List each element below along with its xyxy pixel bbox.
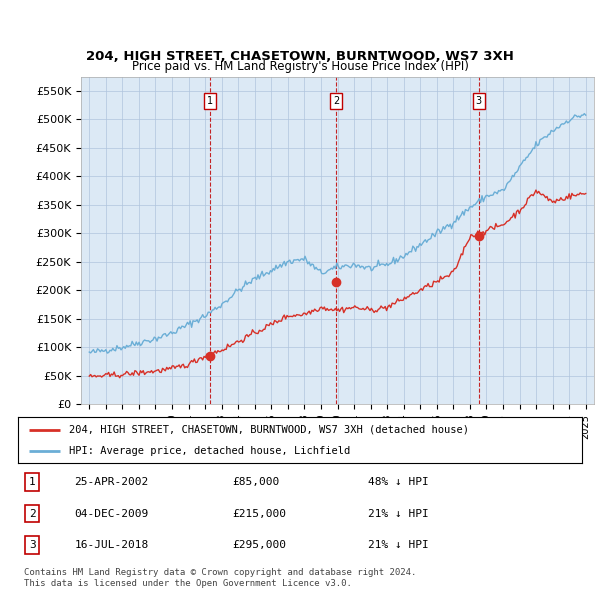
Text: 1: 1 (208, 96, 214, 106)
Text: 1: 1 (29, 477, 35, 487)
Text: 2: 2 (333, 96, 340, 106)
Text: 2: 2 (29, 509, 35, 519)
Text: 204, HIGH STREET, CHASETOWN, BURNTWOOD, WS7 3XH (detached house): 204, HIGH STREET, CHASETOWN, BURNTWOOD, … (69, 425, 469, 435)
Text: £295,000: £295,000 (232, 540, 286, 550)
Text: Contains HM Land Registry data © Crown copyright and database right 2024.
This d: Contains HM Land Registry data © Crown c… (24, 568, 416, 588)
Text: £215,000: £215,000 (232, 509, 286, 519)
Text: Price paid vs. HM Land Registry's House Price Index (HPI): Price paid vs. HM Land Registry's House … (131, 60, 469, 73)
Text: 3: 3 (29, 540, 35, 550)
Text: 3: 3 (476, 96, 482, 106)
Text: HPI: Average price, detached house, Lichfield: HPI: Average price, detached house, Lich… (69, 445, 350, 455)
Text: 48% ↓ HPI: 48% ↓ HPI (368, 477, 428, 487)
Text: 21% ↓ HPI: 21% ↓ HPI (368, 540, 428, 550)
Text: 04-DEC-2009: 04-DEC-2009 (74, 509, 149, 519)
Text: 25-APR-2002: 25-APR-2002 (74, 477, 149, 487)
Text: 16-JUL-2018: 16-JUL-2018 (74, 540, 149, 550)
Text: 204, HIGH STREET, CHASETOWN, BURNTWOOD, WS7 3XH: 204, HIGH STREET, CHASETOWN, BURNTWOOD, … (86, 50, 514, 63)
Text: £85,000: £85,000 (232, 477, 280, 487)
Text: 21% ↓ HPI: 21% ↓ HPI (368, 509, 428, 519)
